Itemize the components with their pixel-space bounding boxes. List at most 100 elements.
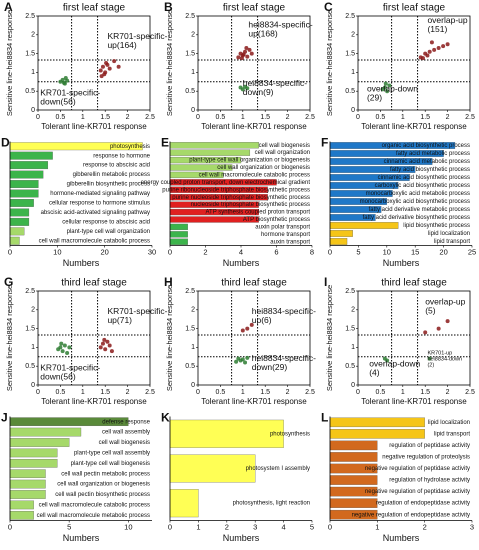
bar [9,479,46,489]
point [109,349,114,354]
y-tick-label: 1 [351,69,355,76]
bar-label: response to abscisic acid [83,163,150,169]
y-tick-label: 1.5 [25,50,35,57]
bar-label: monocarboxylic acid biosynthetic process [360,199,470,205]
panel-letter: A [4,0,13,14]
x-tick-label: 2 [286,389,290,396]
annotation: KR701-specific- [107,306,167,316]
x-tick-label: 0 [168,247,172,256]
bar-label: negative regulation of peptidase activit… [365,489,470,495]
annotation: down(29) [252,362,288,372]
point [240,87,245,92]
point [67,345,72,350]
bar-label: cinnamic acid biosynthetic process [378,175,470,181]
x-tick-label: 0 [36,389,40,396]
x-axis-label: Tolerant line-KR701 response [41,122,147,131]
point [441,44,446,49]
point [387,83,392,88]
y-tick-label: 0.5 [185,363,195,370]
point [432,47,437,52]
x-tick-label: 2 [126,114,130,121]
chart-title: first leaf stage [383,3,446,14]
bar [329,238,348,245]
annotation: up(71) [107,315,132,325]
bar [9,189,39,198]
bar-label: lipid transport [434,239,470,245]
bar-label: lipid localization [428,231,470,237]
y-tick-label: 1 [351,344,355,351]
bar-label: nucleoside triphosphate biosynthetic pro… [191,202,310,208]
y-tick-label: 1 [191,344,195,351]
annotation: up(164) [107,40,136,50]
point [240,357,245,362]
y-tick-label: 2.5 [185,288,195,295]
x-tick-label: 0.5 [216,389,226,396]
x-tick-label: 0 [328,247,332,256]
x-tick-label: 15 [411,247,419,256]
bar-label: cellular response to hormone stimulus [49,201,150,207]
point [98,345,103,350]
bar [9,458,58,468]
point [243,360,248,365]
bar-label: negative regulation of peptidase activit… [365,466,470,472]
chart-title: third leaf stage [221,278,287,289]
point [249,51,254,56]
point [445,319,450,324]
y-tick-label: 2 [191,307,195,314]
annotation: KR701-specific- [40,87,100,97]
annotation: down(9) [243,87,274,97]
bar-label: defense response [102,419,150,425]
y-tick-label: 1.5 [25,325,35,332]
bar [9,427,82,437]
bar-label: cell wall organization or biogenesis [217,165,310,171]
bar-label: purine nucleoside triphosphate biosynthe… [172,195,310,201]
bar-label: hormone transport [261,232,310,238]
panel-letter: G [4,275,13,289]
point [427,49,432,54]
x-tick-label: 20 [439,247,447,256]
annotation: down(56) [40,96,76,106]
x-tick-label: 1 [401,114,405,121]
point [60,77,65,82]
annotation: down(56) [40,371,76,381]
y-tick-label: 2.5 [345,13,355,20]
bar-label: plant-type cell wall organization or bio… [189,158,310,164]
bar [9,180,39,188]
y-axis-label: Sensitive line-hei8834 response [325,285,334,391]
panel-letter: D [1,136,10,150]
bar-label: monocarboxylic acid metabolic process [366,191,470,197]
bar-label: regulation of hydrolase activity [389,478,470,484]
point [382,85,387,90]
bar-label: cell wall biogenesis [99,440,150,446]
annotation: (151) [427,24,447,34]
x-tick-label: 1.5 [420,114,430,121]
annotation: hei8834-specific- [243,78,307,88]
bar [169,419,284,448]
x-axis-label: Numbers [63,533,100,543]
annotation: hei8834-specific- [252,306,316,316]
annotation: KR701-specific- [107,31,167,41]
chart-title: first leaf stage [63,3,126,14]
x-tick-label: 1.5 [260,114,270,121]
bar [9,227,25,236]
y-axis-label: Sensitive line-hei8834 response [5,10,14,116]
bar-label: fatty acid metabolic process [396,151,470,157]
y-tick-label: 0.5 [185,88,195,95]
bar-label: gibberellin metabolic process [73,172,150,178]
point [249,322,254,327]
annotation: (4) [369,368,380,378]
bar-label: lipid biosynthetic process [403,223,470,229]
bar-label: cell wall biogenesis [259,143,310,149]
panel-letter: J [1,411,8,425]
plot-frame [37,290,151,386]
point [105,339,110,344]
point [100,64,105,69]
y-tick-label: 1.5 [345,50,355,57]
x-tick-label: 2.5 [465,114,475,121]
bar-label: cell wall pectin biosynthetic process [55,492,150,498]
point [116,64,121,69]
annotation: KR701-up [427,350,452,356]
bar-label: photosynthesis [270,431,310,437]
x-tick-label: 6 [274,247,278,256]
y-tick-label: 0 [351,107,355,114]
